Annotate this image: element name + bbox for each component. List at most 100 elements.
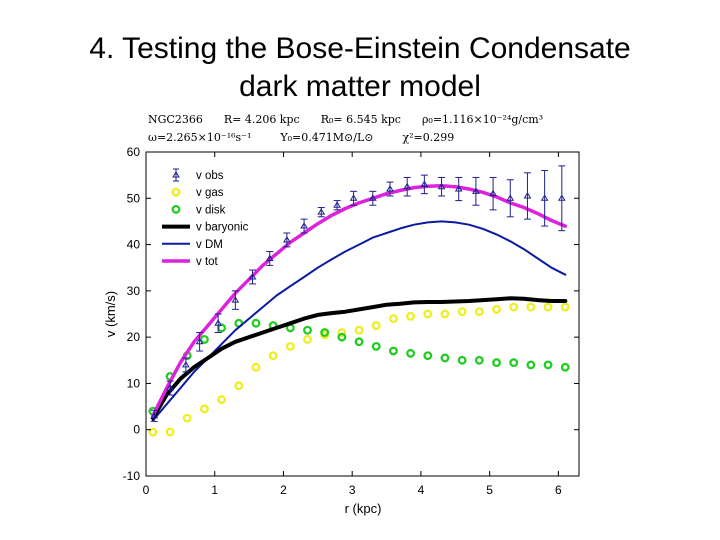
v-disk-point	[474, 355, 484, 365]
v-obs-marker	[283, 235, 291, 243]
v-disk-point	[354, 337, 364, 347]
v-gas-point	[560, 302, 570, 312]
v-gas-point	[148, 427, 158, 437]
legend-entry-v-baryonic: v baryonic	[162, 222, 249, 234]
v-obs-point	[231, 290, 240, 310]
v-gas-point	[371, 321, 381, 331]
plot-area	[145, 151, 580, 477]
v-obs-marker	[333, 201, 341, 208]
v-gas-point	[234, 381, 244, 391]
v-obs-marker	[437, 182, 446, 190]
v-gas-point	[354, 325, 364, 335]
v-disk-point	[440, 353, 450, 363]
v-obs-marker	[265, 254, 274, 261]
x-tick-label: 6	[555, 483, 562, 497]
v-gas-point	[217, 395, 227, 405]
series-v-disk	[148, 318, 570, 416]
v-obs-marker	[150, 411, 159, 419]
y-tick-label: 30	[127, 284, 141, 298]
v-disk-point	[509, 358, 519, 368]
v-obs-point	[214, 313, 223, 334]
v-obs-point	[420, 174, 429, 195]
x-tick-label: 3	[349, 483, 356, 497]
v-obs-marker	[195, 337, 204, 345]
v-obs-point	[150, 409, 159, 422]
y-tick-label: 20	[127, 330, 141, 344]
v-obs-marker	[368, 194, 377, 201]
y-tick-label: 0	[133, 423, 140, 437]
v-gas-point	[474, 307, 484, 317]
v-obs-point	[454, 176, 463, 202]
v-disk-point	[371, 341, 381, 351]
legend-label-v-gas: v gas	[196, 187, 224, 199]
v-obs-point	[540, 170, 549, 227]
legend-swatch-circle	[171, 187, 181, 197]
v-obs-marker	[523, 191, 532, 199]
x-tick-label: 2	[280, 483, 287, 497]
v-obs-marker	[231, 296, 240, 303]
v-obs-marker	[506, 194, 515, 201]
v-obs-point	[489, 176, 497, 211]
v-disk-point	[320, 328, 330, 337]
v-gas-point	[457, 307, 467, 317]
v-gas-point	[182, 413, 192, 423]
v-gas-point	[285, 341, 295, 351]
v-obs-marker	[386, 185, 394, 192]
y-tick-label: 60	[127, 145, 141, 159]
v-disk-point	[251, 318, 261, 328]
v-obs-point	[166, 380, 174, 396]
param-chi2: χ²=0.299	[402, 131, 455, 144]
v-disk-point	[337, 332, 347, 342]
legend-entry-v-tot: v tot	[162, 256, 219, 268]
v-gas-point	[492, 304, 501, 314]
v-obs-point	[386, 181, 394, 197]
params-row-1: NGC2366 R= 4.206 kpc R₀= 6.545 kpc ρ₀=1.…	[148, 113, 543, 126]
v-obs-marker	[214, 319, 223, 326]
x-tick-label: 0	[143, 483, 150, 497]
v-disk-point	[457, 355, 467, 365]
y-tick-label: -10	[123, 469, 141, 483]
v-obs-point	[506, 179, 515, 218]
v-obs-marker	[420, 180, 429, 187]
slide-title-line-2: dark matter model	[239, 70, 481, 103]
legend-label-v-tot: v tot	[196, 256, 219, 268]
v-gas-point	[406, 311, 416, 321]
v-disk-point	[560, 362, 570, 372]
v-gas-point	[423, 309, 433, 319]
legend-swatch-circle	[171, 204, 181, 214]
v-obs-marker	[403, 182, 412, 190]
line-v-tot	[151, 184, 568, 418]
legend-entry-v-gas: v gas	[171, 187, 224, 199]
v-disk-point	[388, 346, 398, 356]
v-gas-point	[509, 302, 519, 312]
v-obs-point	[557, 165, 566, 232]
param-galaxy: NGC2366	[148, 113, 203, 126]
v-obs-marker	[489, 189, 497, 197]
legend-label-v-obs: v obs	[196, 170, 224, 182]
v-obs-point	[248, 269, 257, 285]
series-v-obs	[150, 165, 566, 422]
v-obs-point	[181, 357, 190, 373]
v-obs-marker	[166, 384, 174, 391]
param-rho0: ρ₀=1.116×10⁻²⁴g/cm³	[421, 113, 544, 126]
v-gas-point	[388, 314, 398, 324]
v-gas-point	[526, 302, 536, 312]
v-obs-point	[333, 200, 341, 211]
param-r: R= 4.206 kpc	[223, 113, 300, 126]
v-gas-point	[440, 309, 450, 319]
v-obs-marker	[349, 194, 358, 201]
v-obs-point	[403, 176, 412, 197]
legend-entry-v-disk: v disk	[171, 204, 226, 216]
legend-label-v-baryonic: v baryonic	[196, 222, 249, 234]
y-tick-label: 10	[127, 376, 141, 390]
param-r0: R₀= 6.545 kpc	[320, 113, 401, 126]
x-tick-label: 4	[418, 483, 425, 497]
params-row-2: ω=2.265×10⁻¹⁶s⁻¹ Υ₀=0.471M⊙/L⊙ χ²=0.299	[148, 131, 454, 144]
v-gas-point	[199, 404, 209, 414]
v-gas-point	[268, 351, 278, 361]
legend-entry-v-obs: v obs	[172, 168, 224, 182]
v-obs-marker	[248, 272, 257, 280]
line-v-baryonic	[150, 296, 568, 421]
v-disk-point	[199, 335, 209, 344]
